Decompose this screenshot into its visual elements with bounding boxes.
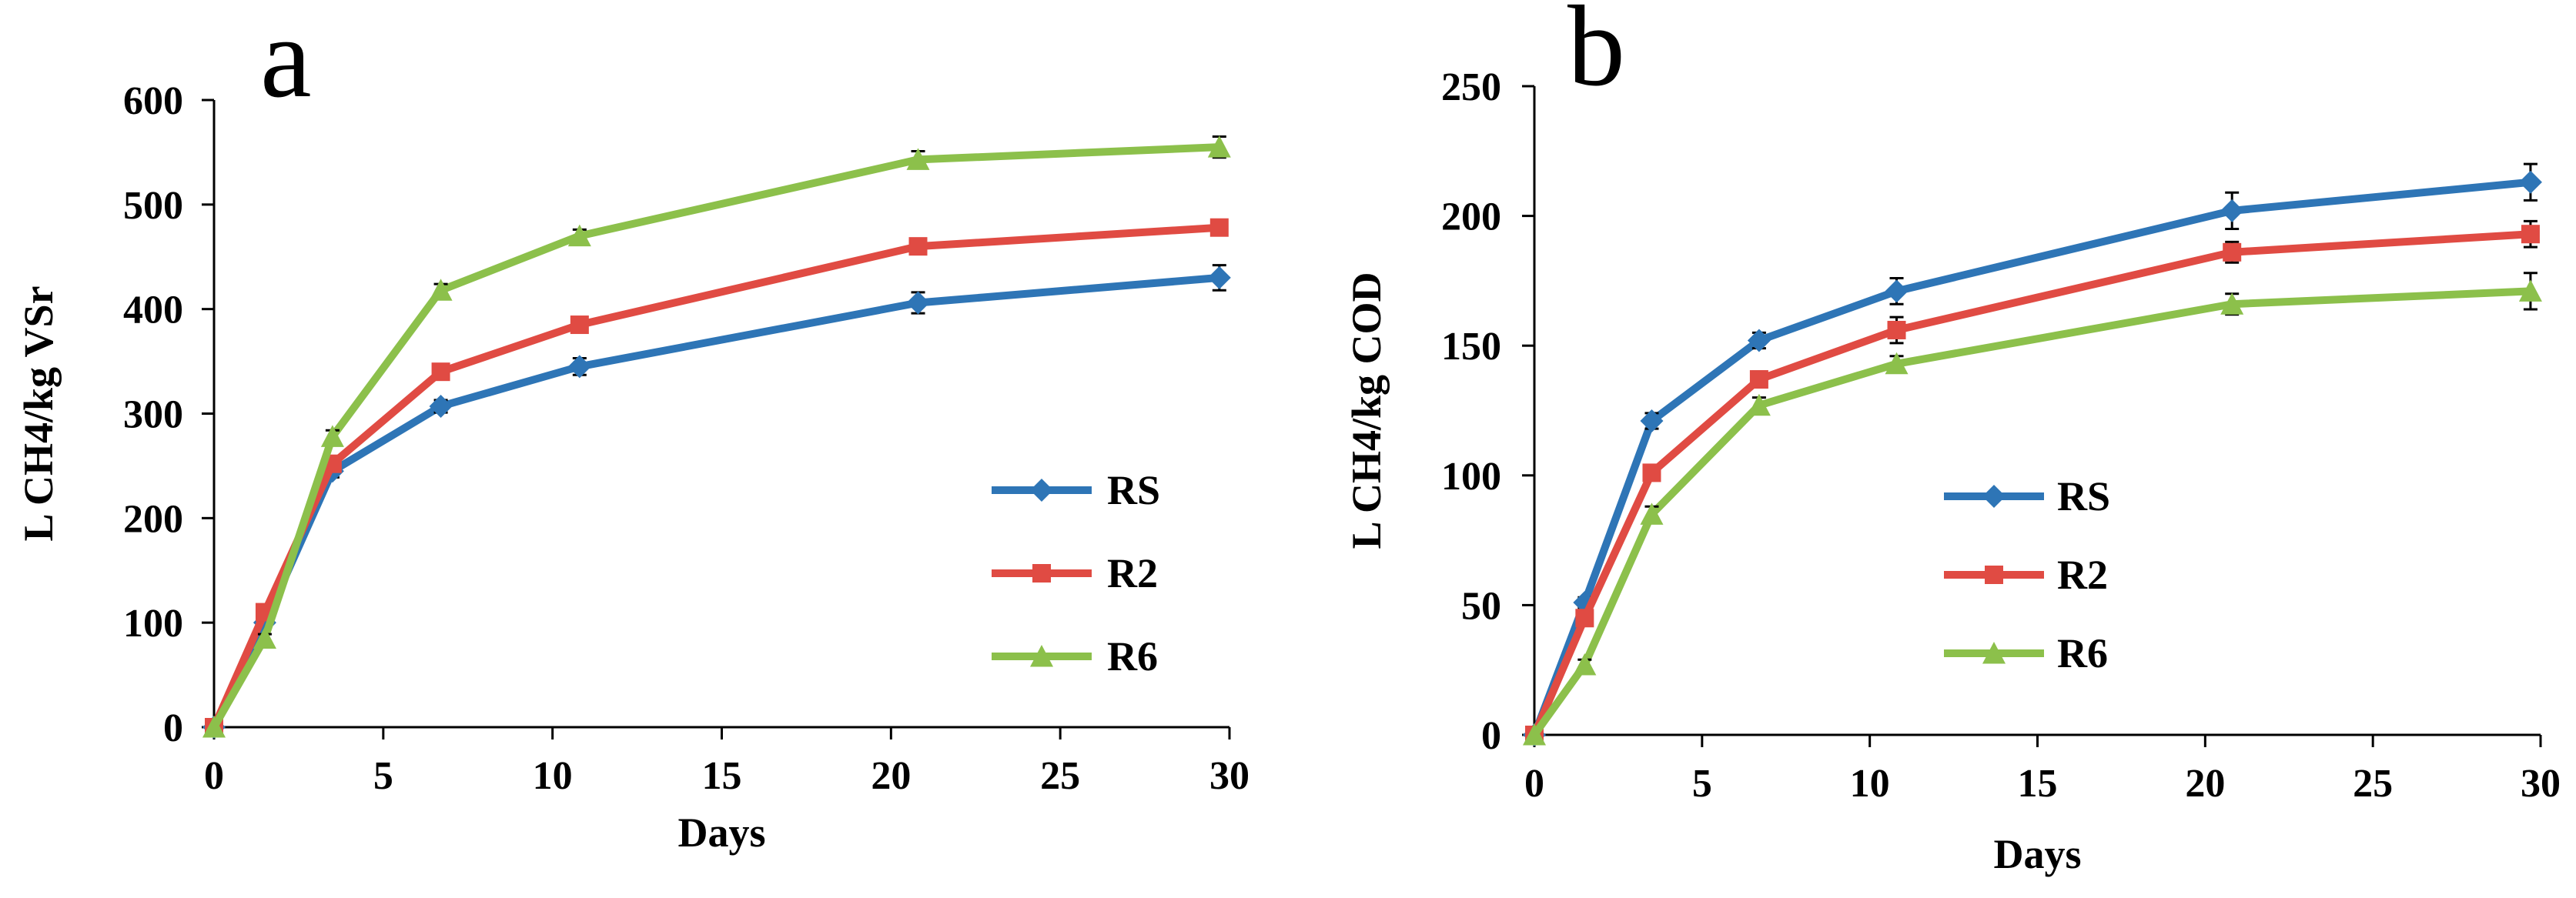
x-axis-title: Days [1993,831,2081,877]
data-point [1887,320,1906,339]
data-point [1207,265,1231,289]
legend-item-R2: R2 [1944,552,2108,598]
legend-marker [1032,564,1051,583]
data-point [1747,329,1771,352]
data-point [908,237,928,256]
y-tick-label: 200 [123,497,183,541]
series-RS [202,264,1231,739]
data-point [567,355,591,379]
data-point [1749,370,1768,389]
y-tick-label: 100 [123,602,183,646]
x-axis-title: Days [677,810,765,856]
data-point [1573,653,1597,676]
legend-label: R2 [2057,552,2108,598]
y-tick-label: 500 [123,184,183,228]
data-point [906,291,930,315]
y-tick-label: 100 [1441,455,1501,499]
legend-marker [1982,485,2006,508]
y-tick-label: 150 [1441,325,1501,369]
data-point [1640,502,1664,525]
data-point [253,626,276,649]
x-tick-label: 15 [702,754,742,798]
y-tick-label: 250 [1441,65,1501,109]
y-tick-label: 600 [123,79,183,123]
legend-label: R2 [1107,550,1158,596]
x-tick-label: 20 [871,754,911,798]
chart-panel-b: 0 50 100 150 200 250 0 5 10 15 20 25 30 Days L CH4/kg … [1343,0,2561,877]
chart-panel-a: 0 100 200 300 400 500 600 0 5 10 15 20 25 30 Days L CH4… [15,0,1250,856]
legend-item-R6: R6 [992,633,1158,679]
legend-label: RS [1107,467,1160,513]
x-tick-label: 0 [1524,762,1544,806]
data-point [567,224,591,247]
data-point [431,362,450,382]
data-point [1575,609,1594,628]
data-point [429,279,453,301]
x-tick-label: 5 [1692,762,1712,806]
series-line [1531,287,2534,739]
legend-item-RS: RS [992,467,1160,513]
legend-label: RS [2057,473,2110,519]
panel-label: b [1567,0,1625,110]
series-R6 [1523,272,2542,746]
data-point [1642,463,1661,482]
legend-marker [1030,645,1053,667]
y-tick-label: 400 [123,289,183,332]
legend-marker [1985,566,2003,584]
data-point [1523,723,1546,746]
data-point [2220,292,2244,315]
data-point [906,148,930,170]
legend-label: R6 [1107,633,1158,679]
panel-label: a [260,0,312,122]
x-tick-label: 0 [204,754,224,798]
legend: RS R2 R6 [992,467,1160,679]
data-point [1207,135,1231,158]
data-point [1640,409,1664,432]
y-tick-label: 0 [1481,714,1501,758]
y-tick-label: 200 [1441,195,1501,239]
y-tick-label: 0 [163,706,183,750]
x-tick-label: 30 [2521,762,2561,806]
series-line [210,223,1223,731]
data-point [2521,225,2540,244]
x-tick-label: 30 [1209,754,1250,798]
y-tick-label: 300 [123,393,183,437]
data-point [1885,279,1909,303]
axes [212,100,1229,729]
legend-label: R6 [2057,630,2108,676]
y-tick-label: 50 [1461,584,1501,628]
x-tick-label: 25 [1040,754,1080,798]
data-point [429,394,453,418]
data-point [2223,242,2242,262]
legend-marker [1982,642,2006,664]
series-R6 [202,135,1231,738]
data-point [1209,218,1229,237]
x-tick-label: 10 [533,754,573,798]
y-axis-title: L CH4/kg VSr [15,285,62,541]
data-point [1747,393,1771,416]
x-tick-label: 15 [2018,762,2058,806]
data-point [320,425,344,447]
x-tick-label: 5 [373,754,393,798]
data-point [2220,199,2244,222]
legend-item-R2: R2 [992,550,1158,596]
x-tick-label: 20 [2185,762,2225,806]
legend-marker [1030,479,1053,502]
x-tick-label: 10 [1850,762,1890,806]
legend-item-RS: RS [1944,473,2110,519]
legend: RS R2 R6 [1944,473,2110,676]
data-point [202,716,226,738]
x-tick-label: 25 [2353,762,2393,806]
data-point [2518,279,2542,302]
data-point [570,315,589,335]
data-point [1885,352,1909,375]
legend-item-R6: R6 [1944,630,2108,676]
data-point [2518,170,2542,194]
y-axis-title: L CH4/kg COD [1343,272,1390,549]
axes [1533,86,2541,736]
